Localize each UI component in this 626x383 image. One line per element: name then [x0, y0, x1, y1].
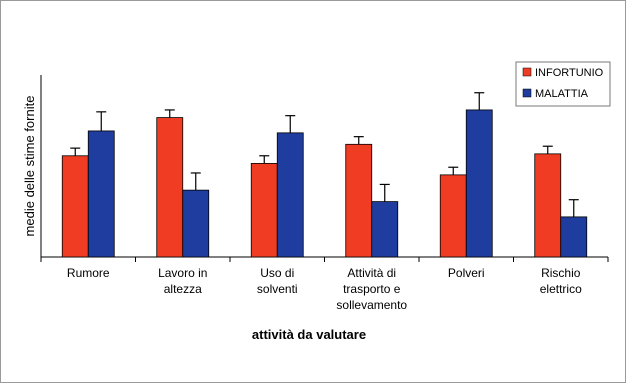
x-axis-title: attività da valutare — [252, 327, 366, 342]
legend-box — [515, 61, 611, 107]
bar-infortunio-4 — [439, 174, 467, 258]
legend-swatch-malattia — [522, 88, 532, 98]
category-label-4: Polveri — [448, 266, 485, 280]
legend-label-infortunio: INFORTUNIO — [535, 67, 604, 79]
category-label-2: Uso di solventi — [257, 266, 298, 296]
bar-malattia-0 — [87, 130, 115, 258]
category-label-5: Rischio elettrico — [540, 266, 582, 296]
bar-malattia-1 — [182, 189, 210, 258]
category-label-0: Rumore — [67, 266, 110, 280]
category-label-3: Attività di trasporto e sollevamento — [336, 266, 407, 312]
bar-malattia-4 — [465, 109, 493, 258]
bar-malattia-5 — [560, 216, 588, 258]
legend-swatch-infortunio — [522, 67, 532, 77]
legend: INFORTUNIO MALATTIA — [515, 61, 611, 107]
bar-infortunio-0 — [61, 155, 89, 258]
bar-malattia-2 — [276, 132, 304, 258]
bar-infortunio-1 — [156, 117, 184, 258]
bar-malattia-3 — [371, 201, 399, 258]
bar-infortunio-3 — [345, 143, 373, 258]
bar-infortunio-2 — [250, 163, 278, 258]
y-axis-title: medie delle stime fornite — [22, 96, 37, 237]
category-label-1: Lavoro in altezza — [158, 266, 207, 296]
legend-label-malattia: MALATTIA — [535, 88, 589, 100]
bars-layer — [40, 92, 609, 262]
bar-infortunio-5 — [534, 153, 562, 258]
category-labels: Rumore Lavoro in altezza Uso di solventi Atti… — [67, 266, 582, 312]
